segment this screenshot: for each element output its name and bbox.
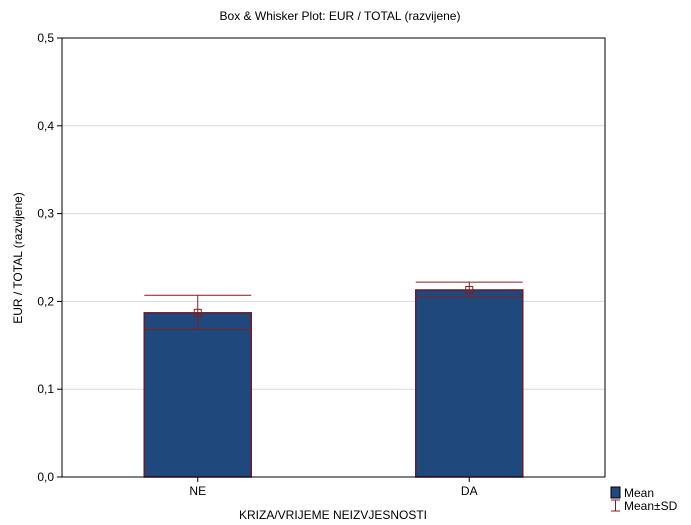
mean-marker — [193, 308, 202, 317]
y-tick-label: 0,5 — [37, 31, 54, 45]
y-tick-label: 0,2 — [37, 294, 54, 308]
y-tick-label: 0,4 — [37, 119, 54, 133]
whiskers — [144, 281, 523, 330]
plot-frame — [61, 37, 606, 478]
legend-label: Mean — [624, 486, 654, 500]
x-axis-ticks: NE DA — [189, 477, 478, 498]
y-tick-label: 0,3 — [37, 207, 54, 221]
y-axis-label: EUR / TOTAL (razvijene) — [11, 192, 25, 324]
bars — [143, 289, 524, 478]
chart-title: Box & Whisker Plot: EUR / TOTAL (razvije… — [220, 9, 461, 23]
x-tick-label: NE — [189, 484, 206, 498]
bar-da — [415, 289, 524, 478]
x-axis-label: KRIZA/VRIJEME NEIZVJESNOSTI — [239, 508, 427, 522]
legend-label: Mean±SD — [624, 499, 678, 513]
y-axis-ticks: 0,0 0,1 0,2 0,3 0,4 0,5 — [37, 31, 62, 484]
legend-mean-swatch — [610, 486, 621, 499]
x-tick-label: DA — [461, 484, 478, 498]
gridlines — [62, 125, 605, 390]
y-tick-label: 0,0 — [37, 470, 54, 484]
bar-ne — [143, 312, 252, 478]
mean-marker — [465, 285, 474, 294]
y-tick-label: 0,1 — [37, 382, 54, 396]
